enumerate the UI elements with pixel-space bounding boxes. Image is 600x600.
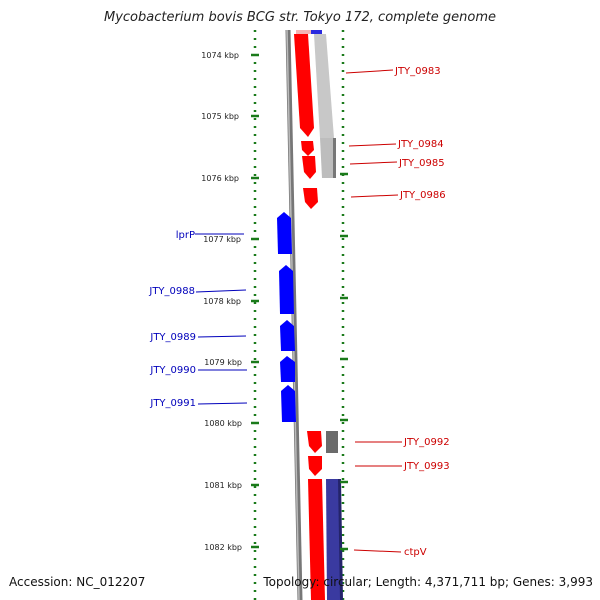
gene-label-jty0985[interactable]: JTY_0985: [398, 158, 445, 169]
gene-jty0991: [281, 385, 296, 422]
feature-top-blue: [311, 30, 322, 34]
map-title: Mycobacterium bovis BCG str. Tokyo 172, …: [104, 10, 496, 25]
tick-label: 1078 kbp: [203, 297, 241, 306]
gene-jty0983: [294, 34, 314, 137]
gene-label-jty0991[interactable]: JTY_0991: [149, 398, 196, 409]
gene-label-jty0989[interactable]: JTY_0989: [149, 332, 196, 343]
tick-label: 1076 kbp: [201, 174, 239, 183]
gene-jty0984: [301, 141, 314, 156]
tick-label: 1075 kbp: [201, 112, 239, 121]
feature-grey-small: [326, 431, 338, 453]
gene-label-ctpv[interactable]: ctpV: [404, 547, 427, 558]
gene-label-jty0992[interactable]: JTY_0992: [403, 437, 450, 448]
gene-ctpv: [308, 479, 325, 600]
tick-label: 1081 kbp: [204, 481, 242, 490]
forward-leader-lines: [345, 69, 402, 553]
feature-navy-lower: [326, 479, 341, 600]
gene-jty0990: [280, 356, 295, 382]
tick-label: 1082 kbp: [204, 543, 242, 552]
genome-backbone: [285, 29, 303, 600]
tick-label: 1079 kbp: [204, 358, 242, 367]
tick-label: 1074 kbp: [201, 51, 239, 60]
grey-feature-upper: [314, 34, 334, 138]
gene-label-jty0993[interactable]: JTY_0993: [403, 461, 450, 472]
gene-label-jty0988[interactable]: JTY_0988: [148, 286, 195, 297]
gene-label-jty0983[interactable]: JTY_0983: [394, 66, 441, 77]
gene-label-jty0986[interactable]: JTY_0986: [399, 190, 446, 201]
genome-summary-text: Topology: circular; Length: 4,371,711 bp…: [263, 575, 593, 589]
gene-label-jty0990[interactable]: JTY_0990: [149, 365, 196, 376]
gene-jty0989: [280, 320, 295, 351]
accession-text: Accession: NC_012207: [9, 575, 146, 589]
tick-mark-group: [251, 53, 348, 551]
gene-jty0992: [307, 431, 322, 453]
gene-jty0986: [303, 188, 318, 209]
feature-top-pink: [296, 30, 312, 34]
gene-lprp: [277, 212, 292, 254]
tick-label: 1080 kbp: [204, 419, 242, 428]
tick-label: 1077 kbp: [203, 235, 241, 244]
gene-jty0988: [279, 265, 294, 314]
reverse-leader-lines: [195, 233, 248, 405]
gene-label-jty0984[interactable]: JTY_0984: [397, 139, 444, 150]
gene-label-lprp[interactable]: lprP: [176, 230, 195, 241]
gene-jty0985: [302, 156, 316, 179]
gene-jty0993: [308, 456, 322, 476]
